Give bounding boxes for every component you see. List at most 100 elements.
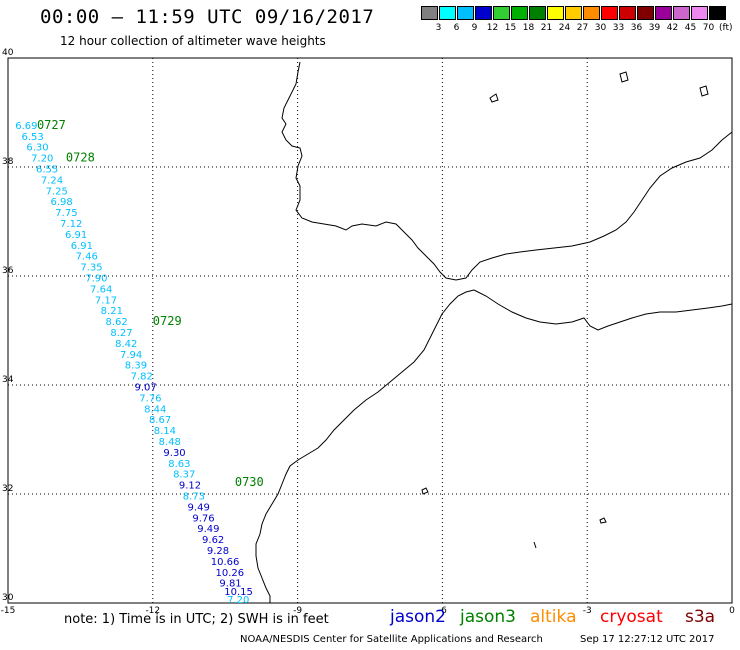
wave-height-value: 8.37 xyxy=(173,470,195,481)
legend-label: 6 xyxy=(453,23,460,33)
satellite-name: jason3 xyxy=(460,607,516,627)
iberia-coastline xyxy=(281,61,733,281)
time-labels: 0727 0728 0729 0730 xyxy=(37,118,264,489)
wave-height-value: 8.39 xyxy=(125,361,147,372)
wave-height-value: 8.63 xyxy=(168,459,190,470)
legend-label: 24 xyxy=(558,23,571,33)
wave-height-value: 8.27 xyxy=(110,328,132,339)
legend-swatch xyxy=(547,6,564,20)
legend-swatch xyxy=(421,6,438,20)
map-subtitle: 12 hour collection of altimeter wave hei… xyxy=(60,34,326,48)
wave-height-value: 7.76 xyxy=(139,393,161,404)
y-tick-label: 30 xyxy=(2,593,14,603)
legend-label: 36 xyxy=(630,23,643,33)
wave-height-value: 8.62 xyxy=(105,317,127,328)
time-label: 0730 xyxy=(235,475,264,489)
wave-height-value: 9.28 xyxy=(207,546,229,557)
wave-height-value: 6.98 xyxy=(50,197,72,208)
time-label: 0728 xyxy=(66,151,95,165)
legend-swatch xyxy=(439,6,456,20)
island-1 xyxy=(599,517,607,524)
note-text: note: 1) Time is in UTC; 2) SWH is in fe… xyxy=(64,612,329,627)
satellite-name: cryosat xyxy=(600,607,663,627)
wave-height-value: 6.30 xyxy=(26,143,48,154)
legend-swatch xyxy=(565,6,582,20)
legend-label: 9 xyxy=(471,23,478,33)
legend-swatch xyxy=(583,6,600,20)
legend-label: 42 xyxy=(666,23,679,33)
wave-height-value: 9.49 xyxy=(197,524,219,535)
wave-height-value: 7.20 xyxy=(227,595,249,606)
legend-swatch xyxy=(691,6,708,20)
wave-height-value: 6.69 xyxy=(15,121,37,132)
legend-swatch xyxy=(475,6,492,20)
island-3 xyxy=(533,541,537,549)
wave-height-value: 10.66 xyxy=(211,557,240,568)
legend-unit: (ft) xyxy=(719,23,733,33)
map-frame xyxy=(7,57,733,604)
legend-label: 70 xyxy=(702,23,715,33)
wave-height-value: 10.15 xyxy=(224,587,253,598)
wave-height-value: 6.53 xyxy=(22,132,44,143)
x-tick-label: -12 xyxy=(145,606,160,616)
legend-swatch xyxy=(601,6,618,20)
wave-height-value: 9.12 xyxy=(179,481,201,492)
wave-height-value: 9.49 xyxy=(188,502,210,513)
legend-swatch xyxy=(493,6,510,20)
wave-height-value: 7.75 xyxy=(55,208,77,219)
satellite-name: s3a xyxy=(685,607,716,627)
x-tick-label: -3 xyxy=(583,606,592,616)
legend-swatch xyxy=(673,6,690,20)
footer-timestamp: Sep 17 12:27:12 UTC 2017 xyxy=(580,634,715,645)
wave-height-value: 7.90 xyxy=(85,273,107,284)
wave-height-value: 7.82 xyxy=(131,372,153,383)
satellite-name: jason2 xyxy=(390,607,446,627)
wave-height-value: 7.64 xyxy=(90,284,112,295)
wave-height-value: 7.35 xyxy=(80,263,102,274)
axis-labels: -15 -12 -9 -6 -3 0 40 38 36 34 32 30 xyxy=(1,48,735,616)
observations: 6.696.536.307.206.557.247.256.987.757.12… xyxy=(15,121,253,606)
y-tick-label: 32 xyxy=(2,484,13,494)
africa-coastline xyxy=(255,289,475,603)
legend-label: 30 xyxy=(594,23,607,33)
map-title: 00:00 – 11:59 UTC 09/16/2017 xyxy=(40,6,375,28)
wave-height-value: 6.55 xyxy=(36,164,58,175)
wave-height-value: 6.91 xyxy=(71,241,93,252)
y-tick-label: 40 xyxy=(2,48,14,58)
wave-height-value: 8.48 xyxy=(159,437,181,448)
legend-label: 3 xyxy=(435,23,442,33)
legend-swatch xyxy=(709,6,726,20)
legend-label: 12 xyxy=(486,23,499,33)
satellite-name: altika xyxy=(530,607,577,627)
wave-height-value: 7.24 xyxy=(41,175,63,186)
legend-label: 27 xyxy=(576,23,589,33)
legend-swatch xyxy=(511,6,528,20)
legend-swatch xyxy=(619,6,636,20)
legend-swatch xyxy=(529,6,546,20)
legend-swatch xyxy=(457,6,474,20)
wave-height-value: 9.76 xyxy=(192,513,214,524)
footer-credit: NOAA/NESDIS Center for Satellite Applica… xyxy=(240,634,543,645)
africa-north-coastline xyxy=(473,289,733,331)
island-6 xyxy=(699,85,709,97)
wave-height-value: 9.81 xyxy=(219,579,241,590)
wave-height-value: 8.14 xyxy=(154,426,176,437)
wave-height-value: 7.46 xyxy=(76,252,98,263)
wave-height-value: 8.42 xyxy=(115,339,137,350)
y-tick-label: 34 xyxy=(2,375,14,385)
wave-height-value: 6.91 xyxy=(65,230,87,241)
wave-height-value: 9.62 xyxy=(202,535,224,546)
legend-label: 39 xyxy=(648,23,661,33)
legend-label: 45 xyxy=(684,23,697,33)
wave-height-value: 7.94 xyxy=(120,350,142,361)
wave-height-value: 7.12 xyxy=(60,219,82,230)
x-tick-label: -6 xyxy=(438,606,447,616)
coastline xyxy=(255,61,733,603)
legend-label: 18 xyxy=(522,23,535,33)
wave-height-value: 7.20 xyxy=(31,154,53,165)
island-2 xyxy=(421,487,429,495)
legend-swatch xyxy=(637,6,654,20)
wave-height-value: 8.73 xyxy=(183,491,205,502)
island-4 xyxy=(489,93,499,103)
